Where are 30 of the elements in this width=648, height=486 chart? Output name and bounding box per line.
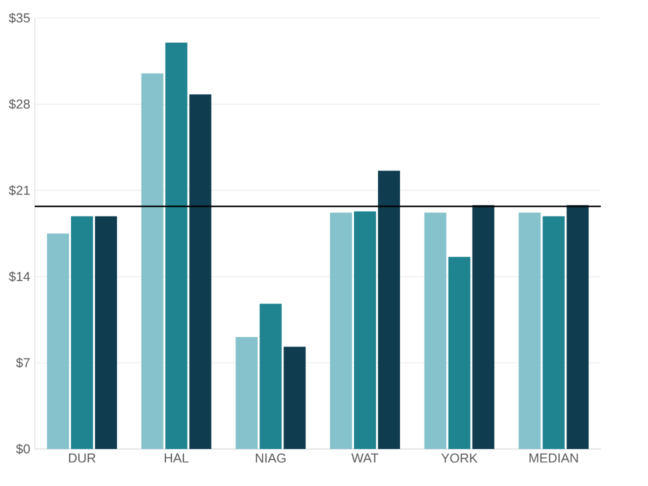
x-tick-label: NIAG: [256, 454, 286, 463]
bar: [284, 346, 306, 449]
bar: [71, 216, 93, 449]
bar: [424, 212, 446, 449]
x-tick-label: MEDIAN: [530, 454, 578, 462]
bar: [354, 211, 376, 449]
y-tick-label: $35: [8, 12, 30, 24]
x-tick-label: WAT: [351, 454, 378, 462]
x-tick-label: DUR: [69, 454, 96, 463]
y-tick-label: $7: [16, 358, 30, 368]
bar: [518, 212, 541, 449]
bar: [141, 73, 164, 449]
bar: [472, 205, 494, 449]
x-tick-label: HAL: [164, 454, 189, 462]
bar: [448, 256, 470, 449]
bar: [330, 212, 352, 449]
bar: [189, 94, 212, 449]
bar: [260, 304, 282, 449]
y-tick-label: $0: [16, 444, 30, 454]
bar: [542, 216, 565, 449]
y-tick-label: $21: [8, 185, 30, 196]
y-tick-label: $28: [8, 98, 30, 110]
y-tick-label: $14: [8, 271, 30, 282]
bar: [47, 234, 69, 449]
bar: [566, 205, 589, 449]
x-tick-label: YORK: [441, 454, 478, 463]
bar: [95, 216, 117, 449]
bar: [378, 170, 400, 449]
bar: [165, 42, 188, 449]
bar: [236, 336, 258, 449]
